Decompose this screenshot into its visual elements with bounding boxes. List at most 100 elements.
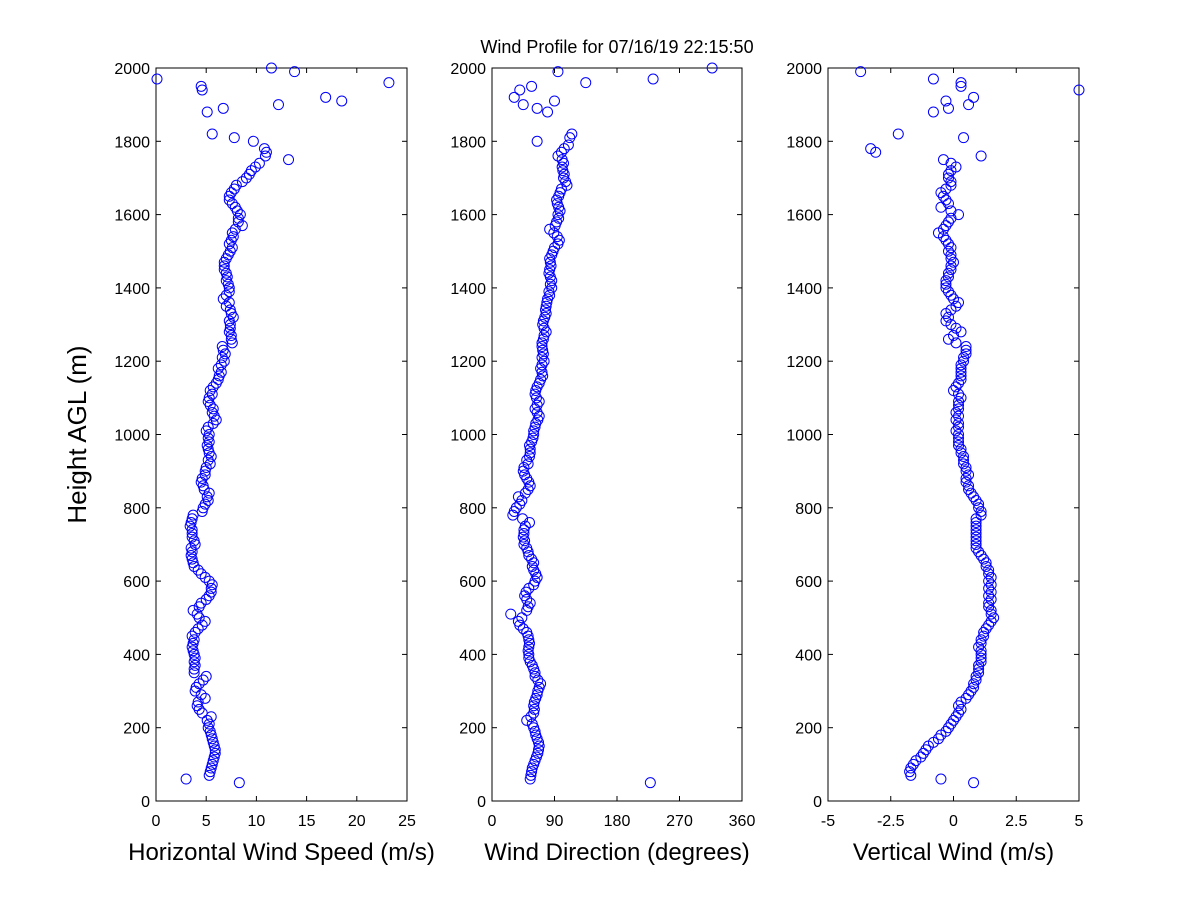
data-point	[222, 249, 234, 261]
data-point	[216, 352, 228, 364]
data-point	[552, 150, 564, 162]
data-point	[249, 161, 261, 173]
data-point	[320, 91, 332, 103]
data-point	[218, 264, 230, 276]
data-point	[217, 102, 229, 114]
data-point	[540, 300, 552, 312]
data-point	[1073, 84, 1085, 96]
y-tick-label: 2000	[786, 61, 822, 78]
y-tick-label: 200	[123, 721, 150, 738]
data-point	[942, 198, 954, 210]
data-point	[556, 154, 568, 166]
data-point	[247, 135, 259, 147]
data-point	[983, 568, 995, 580]
data-point	[942, 172, 954, 184]
data-point	[196, 707, 208, 719]
y-tick-label: 1800	[114, 134, 150, 151]
data-point	[955, 447, 967, 459]
data-point	[543, 267, 555, 279]
data-point	[988, 612, 1000, 624]
data-point	[192, 564, 204, 576]
data-point	[545, 260, 557, 272]
data-point	[206, 579, 218, 591]
data-point	[540, 308, 552, 320]
y-tick-label: 200	[795, 721, 822, 738]
data-point	[524, 773, 536, 785]
data-point	[948, 256, 959, 268]
data-point	[531, 135, 543, 147]
data-point	[204, 385, 216, 397]
data-point	[953, 403, 965, 415]
data-point	[940, 275, 952, 287]
data-point	[226, 242, 238, 254]
data-point	[233, 777, 245, 789]
y-tick-label: 200	[459, 721, 486, 738]
data-point	[197, 674, 209, 686]
data-point	[551, 216, 563, 228]
data-point	[905, 762, 917, 774]
data-point	[975, 637, 987, 649]
data-point	[283, 154, 295, 166]
data-point	[920, 744, 932, 756]
data-point	[975, 634, 987, 646]
data-point	[970, 538, 982, 550]
data-point	[955, 366, 967, 378]
data-point	[865, 143, 877, 155]
data-point	[950, 300, 962, 312]
y-tick-label: 2000	[114, 61, 150, 78]
data-point	[532, 747, 544, 759]
data-point	[953, 410, 965, 422]
data-point	[535, 678, 547, 690]
data-point	[955, 359, 967, 371]
data-point	[202, 454, 214, 466]
data-point	[985, 571, 997, 583]
data-point	[519, 520, 531, 532]
data-point	[975, 656, 987, 668]
data-point	[514, 84, 526, 96]
data-point	[223, 315, 235, 327]
x-tick-label: 180	[604, 813, 631, 830]
data-point	[968, 91, 980, 103]
data-point	[508, 505, 520, 517]
data-point	[541, 297, 553, 309]
data-point	[529, 421, 541, 433]
data-point	[187, 604, 199, 616]
data-point	[226, 198, 238, 210]
x-tick-label: 15	[298, 813, 316, 830]
x-axis-label: Wind Direction (degrees)	[484, 839, 749, 866]
y-tick-label: 0	[477, 794, 486, 811]
data-point	[950, 425, 962, 437]
data-point	[529, 670, 541, 682]
data-point	[935, 773, 947, 785]
data-point	[935, 201, 947, 213]
data-point	[525, 769, 537, 781]
data-point	[953, 439, 965, 451]
data-point	[983, 575, 995, 587]
x-tick-label: -5	[821, 813, 835, 830]
data-point	[510, 502, 522, 514]
data-point	[958, 355, 970, 367]
x-tick-label: 0	[949, 813, 958, 830]
data-point	[953, 399, 965, 411]
data-point	[203, 392, 215, 404]
data-point	[197, 502, 209, 514]
data-point	[199, 498, 211, 510]
y-tick-label: 600	[795, 574, 822, 591]
x-axis-label: Horizontal Wind Speed (m/s)	[128, 839, 435, 866]
data-point	[970, 494, 982, 506]
data-point	[955, 392, 967, 404]
data-point	[523, 634, 535, 646]
data-point	[942, 722, 954, 734]
data-point	[985, 615, 997, 627]
y-tick-label: 800	[795, 501, 822, 518]
data-point	[272, 99, 284, 111]
data-point	[180, 773, 192, 785]
data-point	[562, 139, 574, 151]
chart-title: Wind Profile for 07/16/19 22:15:50	[480, 37, 753, 57]
data-point	[945, 157, 957, 169]
data-point	[524, 443, 536, 455]
data-point	[528, 707, 540, 719]
data-point	[975, 509, 987, 521]
data-point	[336, 95, 348, 107]
data-point	[950, 381, 962, 393]
